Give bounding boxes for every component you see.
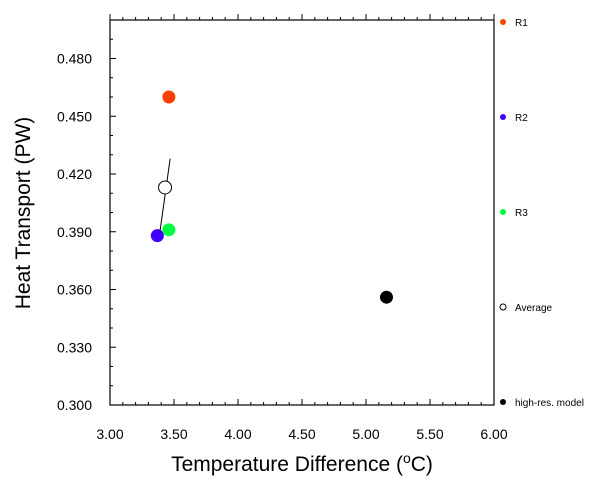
x-tick-labels: 3.00 3.50 4.00 4.50 5.00 5.50 6.00 <box>96 426 507 442</box>
legend-label: Average <box>515 303 553 314</box>
point-r3 <box>162 223 176 237</box>
y-tick-label: 0.420 <box>57 166 92 182</box>
legend-label: R3 <box>515 208 528 219</box>
y-tick-labels: 0.300 0.330 0.360 0.390 0.420 0.450 0.480 <box>57 51 92 414</box>
legend-marker <box>500 209 506 215</box>
y-tick-label: 0.390 <box>57 224 92 240</box>
y-tick-label: 0.360 <box>57 282 92 298</box>
y-tick-label: 0.330 <box>57 339 92 355</box>
legend-label: high-res. model <box>515 398 584 409</box>
average-range-line <box>159 158 171 232</box>
point-r1 <box>162 90 176 104</box>
legend-label: R2 <box>515 113 528 124</box>
point-r2 <box>150 229 164 243</box>
y-tick-label: 0.450 <box>57 108 92 124</box>
legend: R1 R2 R3 Average high-res. model <box>499 18 584 409</box>
y-axis-title: Heat Transport (PW) <box>12 117 35 310</box>
x-axis-title: Temperature Difference (oC) <box>171 450 433 476</box>
plot-frame <box>109 19 495 406</box>
x-tick-label: 5.00 <box>352 426 379 442</box>
legend-label: R1 <box>515 18 528 29</box>
point-average <box>158 180 173 195</box>
legend-marker <box>499 303 507 311</box>
legend-marker <box>500 399 506 405</box>
legend-marker <box>500 114 506 120</box>
x-tick-label: 5.50 <box>416 426 443 442</box>
x-tick-label: 3.00 <box>96 426 123 442</box>
tick-marks <box>109 14 495 406</box>
x-tick-label: 6.00 <box>480 426 507 442</box>
y-tick-label: 0.300 <box>57 397 92 413</box>
x-tick-label: 4.00 <box>224 426 251 442</box>
legend-marker <box>500 19 506 25</box>
y-tick-label: 0.480 <box>57 51 92 67</box>
point-high-res-model <box>379 290 393 304</box>
x-tick-label: 3.50 <box>160 426 187 442</box>
x-tick-label: 4.50 <box>288 426 315 442</box>
data-points <box>150 90 393 304</box>
